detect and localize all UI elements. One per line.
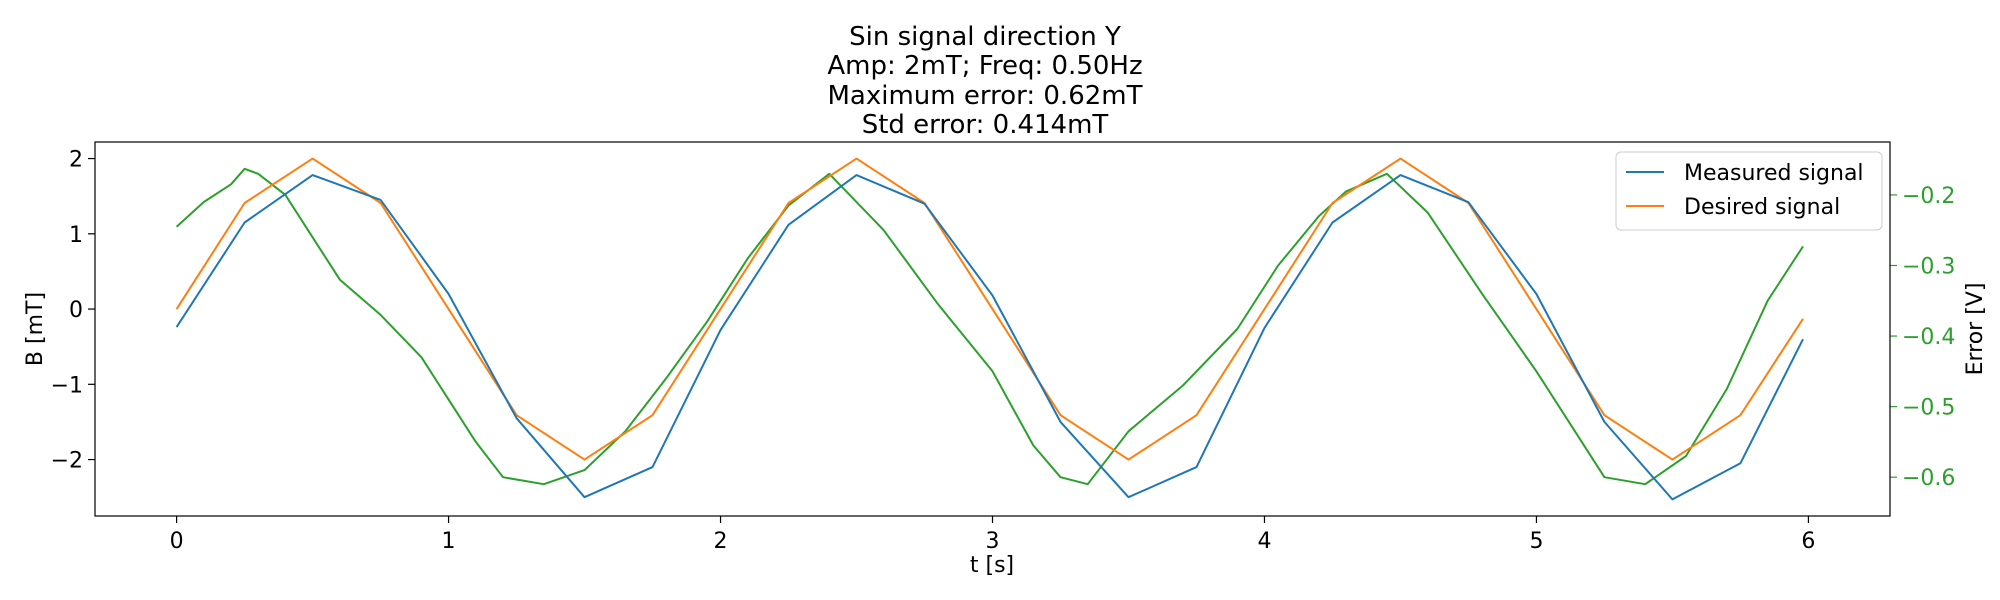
title-line-3: Maximum error: 0.62mT <box>828 81 1143 111</box>
y2-tick-label: −0.3 <box>1902 254 1955 279</box>
legend-label-measured: Measured signal <box>1684 161 1864 186</box>
x-tick-label: 4 <box>1257 529 1271 554</box>
y2-axis-label: Error [V] <box>1963 283 1988 376</box>
series-line-measured <box>175 174 1804 501</box>
x-tick-label: 2 <box>714 529 728 554</box>
series-line-error <box>175 167 1804 486</box>
y2-tick-label: −0.6 <box>1902 466 1955 491</box>
y2-tick-label: −0.5 <box>1902 396 1955 421</box>
y-tick-label: −2 <box>51 449 83 474</box>
x-tick-label: 0 <box>170 529 184 554</box>
legend-label-desired: Desired signal <box>1684 195 1840 220</box>
y2-tick-label: −0.4 <box>1902 325 1955 350</box>
x-axis-ticks: 0 1 2 3 4 5 6 <box>170 516 1815 554</box>
x-tick-label: 6 <box>1801 529 1815 554</box>
y2-tick-label: −0.2 <box>1902 184 1955 209</box>
y-tick-label: 2 <box>69 148 83 173</box>
title-line-2: Amp: 2mT; Freq: 0.50Hz <box>827 51 1142 81</box>
chart-title: Sin signal direction Y Amp: 2mT; Freq: 0… <box>827 22 1142 140</box>
y-tick-label: −1 <box>51 373 83 398</box>
y-tick-label: 1 <box>69 223 83 248</box>
x-tick-label: 3 <box>986 529 1000 554</box>
title-line-4: Std error: 0.414mT <box>862 110 1109 140</box>
x-tick-label: 5 <box>1529 529 1543 554</box>
y2-axis-ticks: −0.2 −0.3 −0.4 −0.5 −0.6 <box>1890 184 1955 491</box>
legend: Measured signal Desired signal <box>1615 151 1883 231</box>
x-axis-label: t [s] <box>970 553 1014 578</box>
y-tick-label: 0 <box>69 298 83 323</box>
series-line-desired <box>175 157 1804 461</box>
legend-box <box>1615 151 1883 231</box>
y-axis-label: B [mT] <box>23 292 48 366</box>
series-layer <box>175 157 1804 501</box>
x-tick-label: 1 <box>442 529 456 554</box>
plot-frame <box>94 141 1891 517</box>
title-line-1: Sin signal direction Y <box>849 22 1121 52</box>
y-axis-ticks: 2 1 0 −1 −2 <box>51 148 95 474</box>
